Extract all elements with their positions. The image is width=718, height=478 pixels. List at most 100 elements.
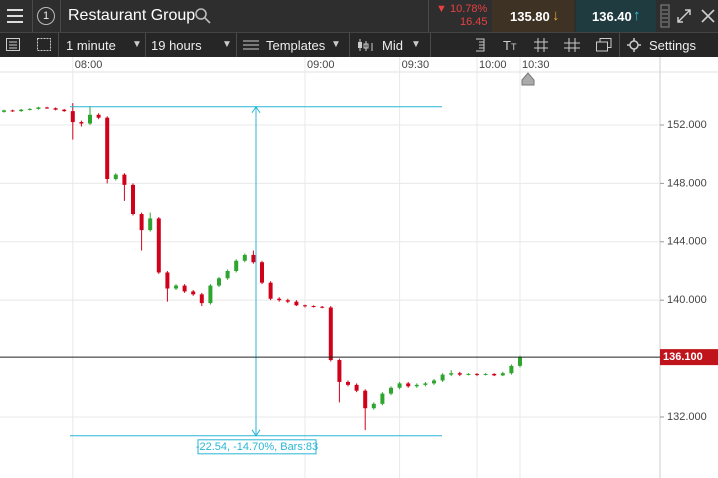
buy-button[interactable]: 136.40 ↑ [576, 0, 656, 32]
candle-body [354, 384, 359, 391]
range-select[interactable]: 19 hours [151, 38, 202, 53]
candle-body [277, 298, 282, 301]
x-tick-label: 09:00 [307, 59, 335, 71]
y-tick-label: 132.000 [667, 411, 707, 423]
candle-body [346, 381, 350, 385]
candle-body [518, 357, 522, 366]
chart-toolbar: 1 minute ▼ 19 hours ▼ Templates ▼ Mid ▼ … [0, 32, 718, 57]
candle-body [53, 108, 58, 110]
last-price-label: 136.100 [663, 351, 703, 363]
candle-body [88, 114, 92, 124]
candle-body [337, 360, 342, 382]
change-pct: ▼ 10.78% [436, 3, 488, 15]
candle-body [10, 110, 15, 112]
templates-select[interactable]: Templates [266, 38, 326, 53]
candle-icon[interactable] [357, 38, 375, 52]
candle-body [389, 387, 393, 394]
change-abs: 16.45 [460, 16, 488, 28]
candle-body [96, 114, 101, 118]
top-bar: 1 Restaurant Group ▼ 10.78% 16.45 135.80… [0, 0, 718, 32]
price-type-select[interactable]: Mid [382, 38, 403, 53]
candle-body [406, 383, 411, 387]
candle-body [191, 291, 196, 295]
candle-body [36, 107, 41, 109]
measure-label: -22.54, -14.70%, Bars:83 [196, 441, 318, 453]
y-tick-label: 152.000 [667, 119, 707, 131]
candle-body [449, 373, 454, 375]
candle-body [260, 262, 264, 283]
candle-body [62, 109, 67, 112]
y-tick-label: 140.000 [667, 294, 707, 306]
candle-body [483, 373, 488, 375]
candle-body [466, 373, 471, 375]
x-tick-label: 08:00 [75, 59, 103, 71]
grid-icon[interactable] [534, 38, 548, 52]
settings-button[interactable]: Settings [649, 38, 696, 53]
candle-body [492, 373, 497, 376]
menu-icon[interactable] [6, 8, 24, 24]
list-icon[interactable] [6, 38, 20, 51]
candle-body [328, 307, 333, 361]
candle-body [320, 306, 325, 308]
candle-body [500, 373, 505, 376]
candle-body [105, 117, 110, 180]
x-tick-label: 10:00 [479, 59, 507, 71]
scroll-marker[interactable] [521, 72, 535, 86]
close-icon[interactable] [700, 8, 716, 24]
candle-body [165, 272, 170, 289]
candle-body [139, 214, 144, 231]
candle-body [457, 373, 462, 375]
candle-body [363, 390, 368, 409]
candle-body [225, 270, 230, 279]
candle-body [122, 174, 127, 185]
drag-handle[interactable] [660, 4, 670, 28]
candle-body [217, 278, 221, 286]
buy-price: 136.40 [592, 9, 632, 24]
info-badge[interactable]: 1 [37, 7, 55, 25]
search-icon[interactable] [195, 8, 211, 24]
candle-body [380, 393, 385, 404]
candle-body [440, 374, 445, 381]
candle-body [242, 254, 247, 261]
candle-body [234, 260, 239, 271]
candle-body [79, 122, 84, 124]
sell-button[interactable]: 135.80 ↓ [492, 0, 574, 32]
candle-body [19, 109, 24, 112]
last-price-box [660, 349, 718, 366]
candle-body [397, 383, 402, 388]
layout-icon[interactable] [37, 38, 51, 51]
y-tick-label: 144.000 [667, 236, 707, 248]
instrument-name[interactable]: Restaurant Group [68, 7, 196, 24]
indicator-icon[interactable] [472, 38, 486, 52]
candle-body [311, 306, 316, 308]
candle-body [156, 218, 161, 273]
arrow-head [251, 105, 261, 437]
candle-body [285, 300, 290, 302]
crosshair-icon[interactable] [564, 38, 580, 52]
interval-select[interactable]: 1 minute [66, 38, 116, 53]
text-tool[interactable]: TT [503, 38, 517, 53]
candle-body [131, 184, 135, 215]
windows-icon[interactable] [596, 38, 612, 52]
candle-body [174, 285, 178, 289]
y-tick-label: 148.000 [667, 177, 707, 189]
sell-price: 135.80 [510, 9, 550, 24]
change-pct-value: 10.78% [449, 3, 488, 15]
candle-body [509, 365, 514, 374]
candle-body [268, 282, 273, 299]
measure-label-box [197, 439, 317, 455]
candle-body [294, 301, 299, 306]
candle-body [475, 373, 479, 375]
candle-body [27, 108, 32, 110]
expand-icon[interactable] [676, 8, 692, 24]
candle-body [251, 254, 256, 263]
x-tick-label: 09:30 [402, 59, 430, 71]
settings-icon[interactable] [627, 38, 641, 52]
time-axis [0, 57, 718, 72]
templates-icon[interactable] [243, 39, 259, 51]
candle-body [113, 174, 118, 180]
candle-body [148, 218, 153, 231]
candle-body [2, 110, 6, 112]
candle-body [182, 285, 187, 292]
candle-body [45, 107, 49, 109]
